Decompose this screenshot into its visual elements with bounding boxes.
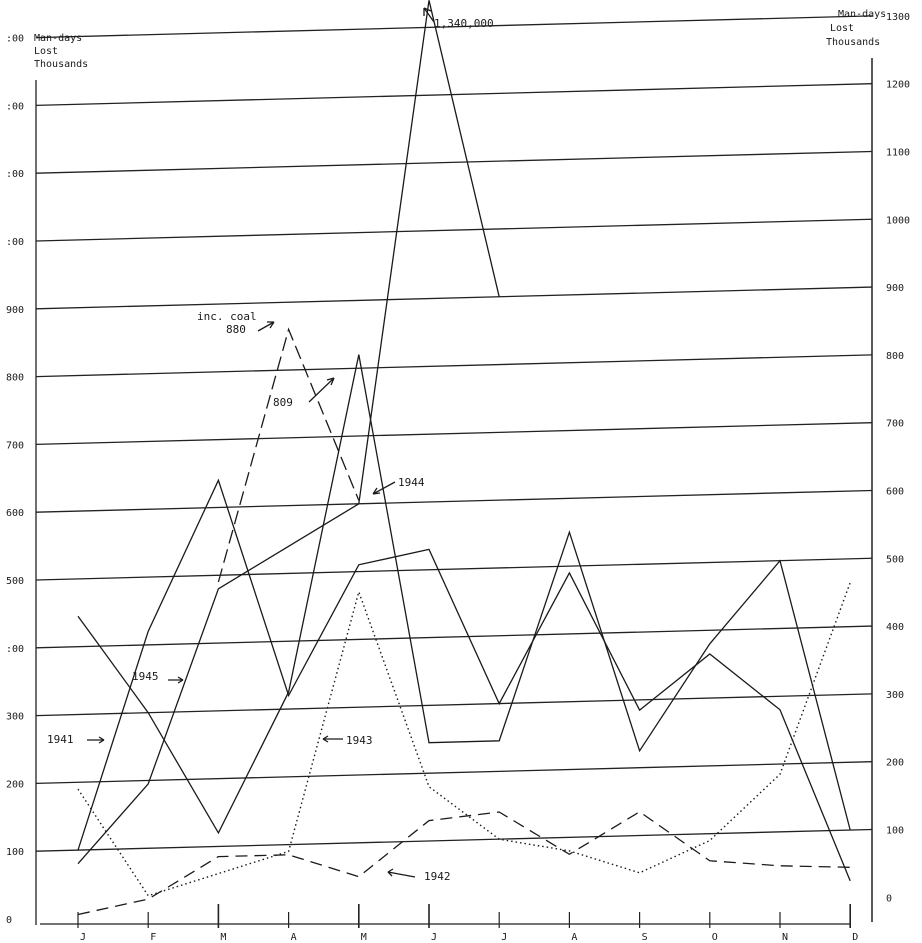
gridline-600 xyxy=(35,489,873,513)
right-axis-title-line-3: Thousands xyxy=(826,37,880,48)
annotation-arrow xyxy=(308,377,335,403)
month-label: N xyxy=(782,932,788,943)
month-label: D xyxy=(852,932,858,943)
left-tick-label: :00 xyxy=(6,34,24,45)
series-line-1941 xyxy=(77,354,851,835)
right-tick-label: 900 xyxy=(886,283,904,294)
annotation-label: 809 xyxy=(273,396,293,409)
gridlines xyxy=(35,15,873,852)
annotation-label: 1944 xyxy=(398,476,425,489)
left-axis: 0 100 200 300 :00 500 600 700 800 900 :00 :00 :00 :00 xyxy=(6,34,37,926)
right-tick-label: 200 xyxy=(886,758,904,769)
annotation-label: 880 xyxy=(226,323,246,336)
month-label: O xyxy=(712,932,718,943)
gridline-300 xyxy=(35,693,873,717)
gridline-200 xyxy=(35,761,873,785)
right-tick-label: 1300 xyxy=(886,12,910,23)
month-label: A xyxy=(571,932,577,943)
annotation-label: inc. coal xyxy=(197,310,257,323)
left-axis-title-line-3: Thousands xyxy=(34,59,88,70)
annotation-arrow xyxy=(423,7,435,23)
right-tick-label: 0 xyxy=(886,893,892,904)
gridline-400 xyxy=(35,625,873,649)
left-tick-label: :00 xyxy=(6,237,24,248)
left-tick-label: 800 xyxy=(6,373,24,384)
annotation-arrow xyxy=(387,868,416,878)
left-tick-label: :00 xyxy=(6,644,24,655)
month-label: A xyxy=(291,932,297,943)
left-axis-title-line-1: Man-days xyxy=(34,33,82,44)
left-tick-label: 700 xyxy=(6,440,24,451)
month-label: M xyxy=(361,932,367,943)
left-tick-label: 600 xyxy=(6,508,24,519)
month-label: M xyxy=(220,932,226,943)
left-tick-label: :00 xyxy=(6,101,24,112)
annotation-label: 1,340,000 xyxy=(434,17,494,30)
right-tick-label: 1000 xyxy=(886,215,910,226)
month-label: S xyxy=(642,932,648,943)
annotation-label: 1941 xyxy=(47,733,74,746)
right-tick-label: 1200 xyxy=(886,80,910,91)
annotation-arrow xyxy=(257,321,275,332)
right-axis-title-line-2: Lost xyxy=(830,23,854,34)
right-tick-label: 100 xyxy=(886,825,904,836)
left-tick-label: :00 xyxy=(6,169,24,180)
series-line-1945 xyxy=(77,478,851,882)
gridline-1300 xyxy=(35,15,873,39)
left-tick-label: 500 xyxy=(6,576,24,587)
month-label: J xyxy=(431,932,437,943)
series-line-inc-coal xyxy=(217,327,360,583)
annotation-label: 1942 xyxy=(424,870,451,883)
left-tick-label: 100 xyxy=(6,847,24,858)
left-tick-label: 200 xyxy=(6,779,24,790)
right-axis-title-line-1: Man-days xyxy=(838,9,886,20)
gridline-1100 xyxy=(35,150,873,174)
right-tick-label: 1100 xyxy=(886,147,910,158)
annotation-arrow xyxy=(322,735,343,743)
month-label: F xyxy=(150,932,156,943)
right-tick-label: 500 xyxy=(886,554,904,565)
annotation-arrow xyxy=(372,481,396,495)
series-line-1944 xyxy=(77,0,500,865)
left-axis-title-line-2: Lost xyxy=(34,46,58,57)
gridline-700 xyxy=(35,422,873,446)
annotation-arrow xyxy=(87,736,105,744)
gridline-1000 xyxy=(35,218,873,242)
annotation-arrow xyxy=(168,676,184,684)
left-tick-label: 300 xyxy=(6,712,24,723)
annotation-label: 1945 xyxy=(132,670,159,683)
gridline-1200 xyxy=(35,83,873,107)
annotation-label: 1943 xyxy=(346,734,373,747)
left-tick-label: 900 xyxy=(6,305,24,316)
right-tick-label: 400 xyxy=(886,622,904,633)
right-tick-label: 800 xyxy=(886,351,904,362)
series-lines xyxy=(77,0,851,916)
gridline-800 xyxy=(35,354,873,378)
right-axis: 0 100 200 300 400 500 600 700 800 900 1000 1100 1200… xyxy=(871,12,910,922)
month-label: J xyxy=(501,932,507,943)
right-tick-label: 700 xyxy=(886,419,904,430)
right-tick-label: 300 xyxy=(886,690,904,701)
right-tick-label: 600 xyxy=(886,486,904,497)
left-tick-label: 0 xyxy=(6,915,12,926)
series-line-1943 xyxy=(77,582,851,897)
gridline-100 xyxy=(35,828,873,852)
gridline-500 xyxy=(35,557,873,581)
month-label: J xyxy=(80,932,86,943)
gridline-900 xyxy=(35,286,873,310)
series-line-1942 xyxy=(77,811,851,916)
